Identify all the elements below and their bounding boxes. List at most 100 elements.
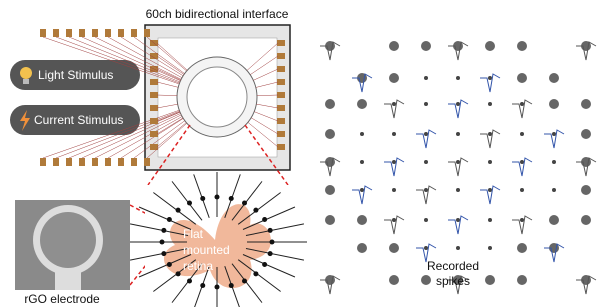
pad [131, 158, 137, 166]
electrode [424, 132, 428, 136]
pad [118, 158, 124, 166]
pad [53, 29, 59, 37]
pad [92, 29, 98, 37]
pad [79, 29, 85, 37]
electrode-array [320, 41, 596, 294]
electrode [488, 132, 492, 136]
pad [277, 53, 285, 59]
pad [150, 92, 158, 98]
pad [277, 131, 285, 137]
electrode [424, 188, 428, 192]
electrode [325, 99, 335, 109]
pad [118, 29, 124, 37]
pad [150, 131, 158, 137]
electrode [357, 243, 367, 253]
electrode [325, 129, 335, 139]
electrode [488, 160, 492, 164]
retina-label: Flat [183, 227, 204, 241]
electrode [517, 275, 527, 285]
retina-electrode [161, 228, 166, 233]
chip-well [187, 67, 247, 127]
pad [150, 144, 158, 150]
electrode [485, 275, 495, 285]
pad [53, 158, 59, 166]
retina-electrode [253, 208, 258, 213]
electrode [520, 188, 524, 192]
retina-electrode [187, 278, 192, 283]
current-label: Current Stimulus [34, 113, 123, 127]
electrode [424, 102, 428, 106]
electrode-label: rGO electrode [24, 292, 100, 306]
pad [66, 29, 72, 37]
electrode-lead [55, 272, 81, 290]
retina-electrode [270, 240, 275, 245]
pad [144, 29, 150, 37]
retina-electrode [253, 271, 258, 276]
pad [277, 144, 285, 150]
electrode [325, 185, 335, 195]
electrode [581, 215, 591, 225]
retina-label: mounted [183, 243, 230, 257]
spikes-label: spikes [436, 274, 470, 288]
electrode [517, 243, 527, 253]
electrode [392, 160, 396, 164]
retina-electrode [229, 283, 234, 288]
electrode [581, 185, 591, 195]
electrode [456, 246, 460, 250]
electrode [549, 73, 559, 83]
chip [40, 25, 290, 170]
retina-view [127, 172, 307, 307]
pad [277, 105, 285, 111]
electrode [389, 275, 399, 285]
retina-electrode [268, 251, 273, 256]
electrode [552, 132, 556, 136]
pad [277, 92, 285, 98]
electrode [392, 218, 396, 222]
electrode [392, 188, 396, 192]
electrode [488, 218, 492, 222]
retina-electrode [176, 271, 181, 276]
electrode [360, 160, 364, 164]
electrode [424, 246, 428, 250]
figure: 60ch bidirectional interface Light Stimu… [0, 0, 605, 307]
retina-electrode [262, 262, 267, 267]
electrode [456, 188, 460, 192]
retina-electrode [215, 285, 220, 290]
retina-electrode [161, 251, 166, 256]
electrode [392, 102, 396, 106]
electrode [424, 160, 428, 164]
electrode [549, 99, 559, 109]
electrode [485, 41, 495, 51]
retina-electrode [200, 196, 205, 201]
retina-electrode [229, 196, 234, 201]
retina-electrode [167, 262, 172, 267]
pad [277, 66, 285, 72]
electrode [520, 102, 524, 106]
electrode [456, 76, 460, 80]
pad [79, 158, 85, 166]
pad [40, 158, 46, 166]
electrode [488, 102, 492, 106]
retina-electrode [242, 278, 247, 283]
electrode [389, 41, 399, 51]
title: 60ch bidirectional interface [146, 7, 289, 21]
electrode [456, 132, 460, 136]
electrode [389, 243, 399, 253]
pad [277, 79, 285, 85]
electrode [421, 41, 431, 51]
electrode [517, 41, 527, 51]
electrode [552, 160, 556, 164]
pad [105, 29, 111, 37]
bulb-icon [20, 67, 32, 79]
pad [66, 158, 72, 166]
pad [150, 105, 158, 111]
electrode [520, 218, 524, 222]
electrode [488, 76, 492, 80]
retina-electrode [200, 283, 205, 288]
retina-electrode [242, 201, 247, 206]
retina-electrode [176, 208, 181, 213]
electrode [456, 218, 460, 222]
electrode [325, 215, 335, 225]
retina-electrode [187, 201, 192, 206]
spikes-label: Recorded [427, 259, 479, 273]
